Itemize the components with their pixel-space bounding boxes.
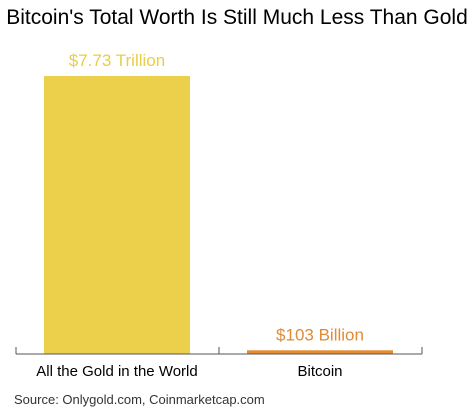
source-note: Source: Onlygold.com, Coinmarketcap.com	[14, 392, 265, 407]
category-label-all-the-gold-in-the-world: All the Gold in the World	[36, 363, 197, 380]
bar-all-the-gold-in-the-world	[44, 76, 190, 354]
value-label-all-the-gold-in-the-world: $7.73 Trillion	[69, 51, 165, 70]
bars-group: $7.73 Trillion All the Gold in the World $…	[36, 51, 393, 380]
chart-title: Bitcoin's Total Worth Is Still Much Less…	[6, 6, 468, 29]
value-label-bitcoin: $103 Billion	[276, 325, 364, 344]
category-label-bitcoin: Bitcoin	[297, 363, 342, 380]
bar-bitcoin	[247, 350, 393, 354]
